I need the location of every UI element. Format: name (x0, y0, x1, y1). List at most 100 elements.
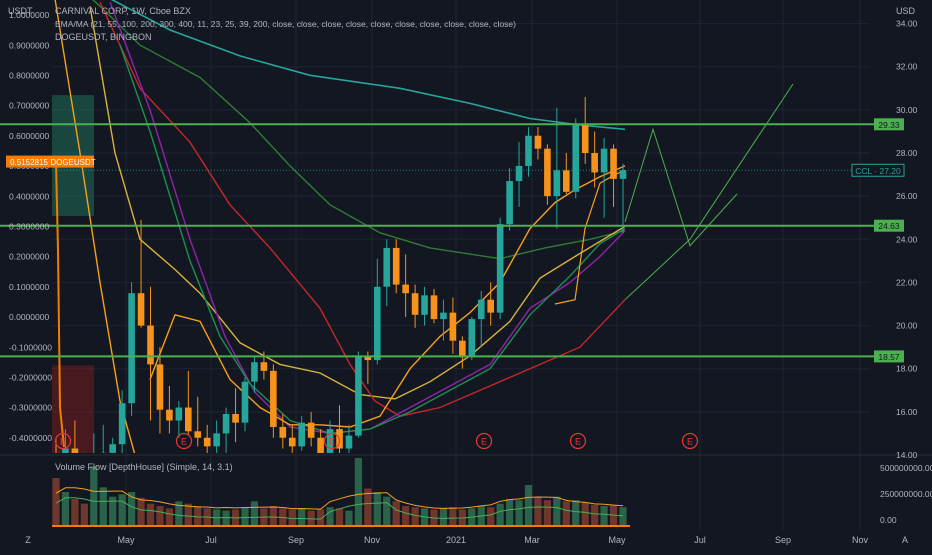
candle (506, 181, 513, 225)
volume-bar (99, 487, 107, 527)
left-axis-tick: 0.8000000 (9, 71, 49, 81)
right-axis-tick: 18.00 (896, 364, 918, 374)
candle (326, 429, 334, 453)
earnings-marker (175, 432, 193, 450)
right-axis-tick: 22.00 (896, 277, 918, 287)
volume-bar (591, 504, 599, 527)
doge-value-label: 0.5152815 (10, 158, 48, 167)
volume-bar (449, 507, 457, 527)
doge-name-tag (52, 155, 94, 168)
volume-bar (600, 506, 608, 527)
volume-bar (354, 458, 362, 527)
x-axis-tick: May (608, 535, 626, 545)
candle (156, 364, 164, 410)
right-axis-tick: 24.00 (896, 234, 918, 244)
volume-axis-tick: 0.00 (880, 515, 897, 525)
x-axis-tick: Sep (288, 535, 304, 545)
volume-bar (52, 478, 60, 527)
candle (213, 433, 220, 447)
x-axis-tick: Jul (694, 535, 706, 545)
candle (298, 422, 305, 447)
doge-value-tag (6, 155, 52, 168)
volume-bar (90, 466, 98, 527)
right-axis-tick: 26.00 (896, 191, 918, 201)
earnings-marker-label: E (481, 437, 487, 447)
candle (468, 319, 476, 356)
candle (118, 403, 126, 445)
level-price-tag (874, 118, 904, 131)
candle (459, 340, 466, 356)
left-axis-tick: 0.6000000 (9, 131, 49, 141)
volume-bar (128, 492, 136, 527)
volume-bar (184, 503, 192, 527)
candle (288, 437, 296, 447)
candle (71, 448, 79, 453)
left-axis-tick: 0.7000000 (9, 101, 49, 111)
volume-bar (175, 501, 183, 527)
right-axis-tick: 14.00 (896, 450, 918, 460)
candle (496, 224, 504, 313)
candle (317, 437, 324, 453)
left-axis-tick: 0.3000000 (9, 222, 49, 232)
x-axis-tick: A (902, 535, 908, 545)
left-axis-tick: 0.9000000 (9, 40, 49, 50)
left-axis-tick: 1.0000000 (9, 10, 49, 20)
candle (128, 293, 135, 404)
candle (222, 414, 230, 434)
candle (534, 135, 542, 149)
volume-bar (572, 500, 580, 527)
volume-bar (326, 507, 334, 527)
candle (600, 148, 608, 173)
legend-ema: EMA/MA (21, 55, 100, 200, 300, 400, 11, … (55, 19, 516, 29)
candle (449, 312, 457, 341)
x-axis-tick: Nov (364, 535, 381, 545)
volume-bar (222, 510, 230, 527)
earnings-marker-label: E (687, 437, 693, 447)
candle (430, 295, 438, 320)
candle (62, 448, 69, 453)
candle (411, 293, 419, 315)
left-currency-label: USDT (8, 6, 33, 16)
left-axis-tick: 0.1000000 (9, 282, 49, 292)
volume-bar (609, 504, 618, 527)
candle (232, 414, 239, 423)
volume-bar (477, 506, 485, 527)
volume-bar (137, 497, 145, 527)
level-price-label: 24.63 (878, 221, 900, 231)
volume-bar (317, 509, 325, 527)
legend-main: CARNIVAL CORP, 1W, Cboe BZX (55, 6, 191, 16)
volume-bar (335, 508, 344, 527)
projection-line (624, 83, 794, 301)
volume-bar (402, 506, 410, 527)
candle (345, 435, 353, 449)
ma-red-300 (99, 1, 626, 417)
ma-darkgreen-100 (92, 0, 626, 260)
volume-bar (420, 508, 429, 527)
left-axis-tick: 0.4000000 (9, 191, 49, 201)
earnings-marker (681, 432, 699, 450)
volume-bar (496, 503, 504, 527)
volume-bar (411, 507, 419, 527)
candle (515, 165, 523, 182)
candle (109, 444, 116, 453)
doge-name-label: DOGEUSDT (50, 158, 95, 167)
x-axis-tick: May (117, 535, 135, 545)
last-price-label: CCL · 27.20 (855, 166, 901, 176)
doge-band-red (52, 365, 94, 453)
candle (147, 325, 154, 365)
volume-bar (109, 496, 117, 527)
earnings-marker (323, 432, 341, 450)
x-axis-tick: Nov (852, 535, 869, 545)
x-axis-tick: Z (25, 535, 31, 545)
candle (581, 124, 589, 153)
candle (364, 355, 372, 361)
right-currency-label: USD (896, 6, 916, 16)
x-axis-tick: Mar (524, 535, 540, 545)
earnings-marker-label: E (575, 437, 581, 447)
volume-bar (383, 496, 391, 527)
right-axis-tick: 16.00 (896, 407, 918, 417)
right-axis-tick: 28.00 (896, 148, 918, 158)
volume-bar (506, 499, 514, 527)
